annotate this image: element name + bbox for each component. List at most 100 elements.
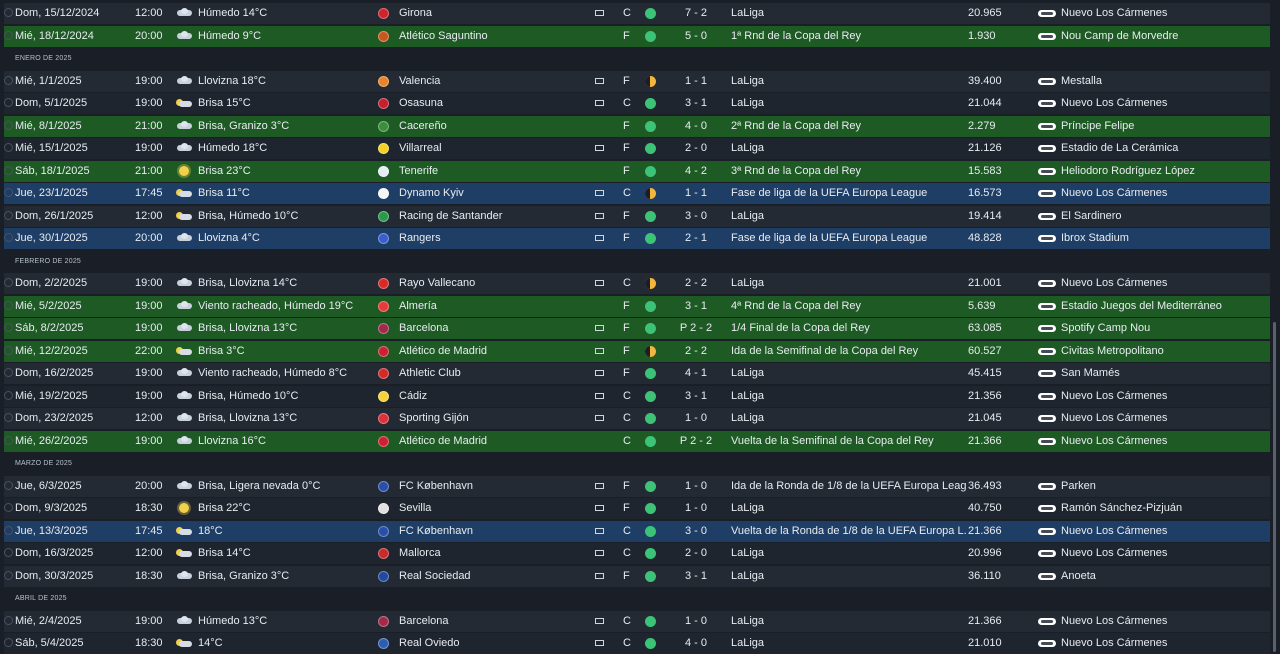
row-select-toggle[interactable] bbox=[4, 228, 18, 249]
opponent-name[interactable]: Mallorca bbox=[399, 547, 441, 559]
competition-name[interactable]: LaLiga bbox=[731, 637, 765, 649]
row-select-toggle[interactable] bbox=[4, 318, 18, 339]
opponent-name[interactable]: Atlético de Madrid bbox=[399, 344, 488, 357]
opponent-name[interactable]: Racing de Santander bbox=[399, 209, 503, 222]
row-select-toggle[interactable] bbox=[4, 363, 18, 384]
stadium-name[interactable]: Nuevo Los Cármenes bbox=[1061, 547, 1168, 559]
match-score[interactable]: 3 - 1 bbox=[684, 569, 707, 582]
match-score[interactable]: 3 - 1 bbox=[684, 299, 707, 312]
row-select-toggle[interactable] bbox=[4, 93, 18, 114]
stadium-name[interactable]: Estadio Juegos del Mediterráneo bbox=[1061, 299, 1222, 312]
competition-name[interactable]: LaLiga bbox=[731, 569, 765, 582]
row-select-toggle[interactable] bbox=[4, 183, 18, 204]
match-row[interactable]: Dom, 30/3/2025 18:30 Brisa, Granizo 3°C Rea… bbox=[4, 565, 1270, 587]
row-select-toggle[interactable] bbox=[4, 3, 18, 24]
match-score[interactable]: 4 - 1 bbox=[684, 367, 707, 379]
competition-name[interactable]: 3ª Rnd de la Copa del Rey bbox=[731, 164, 862, 177]
row-select-toggle[interactable] bbox=[4, 408, 18, 429]
stadium-name[interactable]: El Sardinero bbox=[1061, 209, 1122, 222]
match-row[interactable]: Mié, 5/2/2025 19:00 Viento racheado, Húmed… bbox=[4, 295, 1270, 317]
scrollbar-thumb[interactable] bbox=[1273, 322, 1276, 652]
match-row[interactable]: Mié, 26/2/2025 19:00 Llovizna 16°C Atlético… bbox=[4, 430, 1270, 452]
competition-name[interactable]: LaLiga bbox=[731, 389, 765, 402]
opponent-name[interactable]: Sporting Gijón bbox=[399, 412, 469, 424]
stadium-name[interactable]: Nuevo Los Cármenes bbox=[1061, 277, 1168, 289]
match-score[interactable]: 3 - 1 bbox=[684, 97, 707, 109]
competition-name[interactable]: Vuelta de la Semifinal de la Copa del Re… bbox=[731, 434, 934, 447]
competition-name[interactable]: LaLiga bbox=[731, 547, 765, 559]
match-score[interactable]: P 2 - 2 bbox=[679, 322, 713, 334]
competition-name[interactable]: 2ª Rnd de la Copa del Rey bbox=[731, 119, 862, 132]
stadium-name[interactable]: Príncipe Felipe bbox=[1061, 119, 1135, 132]
row-select-toggle[interactable] bbox=[4, 611, 18, 632]
match-row[interactable]: Jue, 23/1/2025 17:45 Brisa 11°C Dynamo Kyiv… bbox=[4, 183, 1270, 204]
match-score[interactable]: 2 - 0 bbox=[684, 142, 707, 154]
match-row[interactable]: Mié, 2/4/2025 19:00 Húmedo 13°C Barcelona C 1… bbox=[4, 610, 1270, 632]
match-score[interactable]: 3 - 0 bbox=[684, 524, 707, 537]
stadium-name[interactable]: Ibrox Stadium bbox=[1061, 232, 1129, 244]
match-row[interactable]: Dom, 26/1/2025 12:00 Brisa, Húmedo 10°C Rac… bbox=[4, 205, 1270, 227]
match-score[interactable]: 4 - 2 bbox=[684, 164, 707, 177]
match-score[interactable]: 1 - 0 bbox=[684, 412, 707, 424]
opponent-name[interactable]: Dynamo Kyiv bbox=[399, 187, 464, 199]
match-score[interactable]: 1 - 0 bbox=[684, 502, 707, 514]
stadium-name[interactable]: Nuevo Los Cármenes bbox=[1061, 524, 1168, 537]
match-score[interactable]: 3 - 0 bbox=[684, 209, 707, 222]
match-score[interactable]: 3 - 1 bbox=[684, 389, 707, 402]
opponent-name[interactable]: Valencia bbox=[399, 74, 441, 87]
row-select-toggle[interactable] bbox=[4, 116, 18, 137]
row-select-toggle[interactable] bbox=[4, 566, 18, 587]
opponent-name[interactable]: Athletic Club bbox=[399, 367, 461, 379]
match-row[interactable]: Mié, 8/1/2025 21:00 Brisa, Granizo 3°C Cace… bbox=[4, 115, 1270, 137]
match-score[interactable]: 7 - 2 bbox=[684, 7, 707, 19]
match-row[interactable]: Jue, 6/3/2025 20:00 Brisa, Ligera nevada 0… bbox=[4, 475, 1270, 497]
competition-name[interactable]: Fase de liga de la UEFA Europa League bbox=[731, 232, 928, 244]
row-select-toggle[interactable] bbox=[4, 206, 18, 227]
stadium-name[interactable]: Nou Camp de Morvedre bbox=[1061, 29, 1179, 42]
opponent-name[interactable]: Barcelona bbox=[399, 614, 449, 627]
competition-name[interactable]: LaLiga bbox=[731, 142, 765, 154]
match-row[interactable]: Mié, 1/1/2025 19:00 Llovizna 18°C Valencia F… bbox=[4, 70, 1270, 92]
stadium-name[interactable]: Nuevo Los Cármenes bbox=[1061, 389, 1168, 402]
match-row[interactable]: Jue, 13/3/2025 17:45 18°C FC København C 3 - … bbox=[4, 520, 1270, 542]
competition-name[interactable]: LaLiga bbox=[731, 614, 765, 627]
competition-name[interactable]: Vuelta de la Ronda de 1/8 de la UEFA Eur… bbox=[731, 524, 967, 537]
match-row[interactable]: Dom, 5/1/2025 19:00 Brisa 15°C Osasuna C 3 - … bbox=[4, 93, 1270, 114]
opponent-name[interactable]: Atlético de Madrid bbox=[399, 434, 488, 447]
match-score[interactable]: 1 - 0 bbox=[684, 479, 707, 492]
opponent-name[interactable]: Sevilla bbox=[399, 502, 432, 514]
competition-name[interactable]: LaLiga bbox=[731, 367, 765, 379]
match-score[interactable]: 5 - 0 bbox=[684, 29, 707, 42]
row-select-toggle[interactable] bbox=[4, 26, 18, 47]
match-row[interactable]: Dom, 16/2/2025 19:00 Viento racheado, Húme… bbox=[4, 363, 1270, 384]
match-row[interactable]: Dom, 9/3/2025 18:30 Brisa 22°C Sevilla F 1 - … bbox=[4, 498, 1270, 519]
stadium-name[interactable]: Nuevo Los Cármenes bbox=[1061, 614, 1168, 627]
row-select-toggle[interactable] bbox=[4, 386, 18, 407]
stadium-name[interactable]: Anoeta bbox=[1061, 569, 1096, 582]
match-score[interactable]: 4 - 0 bbox=[684, 637, 707, 649]
match-score[interactable]: P 2 - 2 bbox=[679, 434, 713, 447]
match-row[interactable]: Sáb, 5/4/2025 18:30 14°C Real Oviedo C 4 - 0 L… bbox=[4, 633, 1270, 654]
opponent-name[interactable]: Real Oviedo bbox=[399, 637, 460, 649]
opponent-name[interactable]: Rayo Vallecano bbox=[399, 277, 476, 289]
competition-name[interactable]: LaLiga bbox=[731, 7, 765, 19]
row-select-toggle[interactable] bbox=[4, 633, 18, 654]
match-score[interactable]: 2 - 2 bbox=[684, 344, 707, 357]
competition-name[interactable]: LaLiga bbox=[731, 209, 765, 222]
competition-name[interactable]: 1ª Rnd de la Copa del Rey bbox=[731, 29, 862, 42]
match-row[interactable]: Mié, 18/12/2024 20:00 Húmedo 9°C Atlético S… bbox=[4, 25, 1270, 47]
match-row[interactable]: Jue, 30/1/2025 20:00 Llovizna 4°C Rangers F 2… bbox=[4, 228, 1270, 249]
match-row[interactable]: Mié, 12/2/2025 22:00 Brisa 3°C Atlético de … bbox=[4, 340, 1270, 362]
match-score[interactable]: 4 - 0 bbox=[684, 119, 707, 132]
match-row[interactable]: Dom, 16/3/2025 12:00 Brisa 14°C Mallorca C 2 … bbox=[4, 543, 1270, 564]
opponent-name[interactable]: Almería bbox=[399, 299, 437, 312]
stadium-name[interactable]: Mestalla bbox=[1061, 74, 1102, 87]
row-select-toggle[interactable] bbox=[4, 71, 18, 92]
stadium-name[interactable]: Nuevo Los Cármenes bbox=[1061, 412, 1168, 424]
match-row[interactable]: Mié, 15/1/2025 19:00 Húmedo 18°C Villarreal… bbox=[4, 138, 1270, 159]
row-select-toggle[interactable] bbox=[4, 138, 18, 159]
opponent-name[interactable]: Real Sociedad bbox=[399, 569, 471, 582]
row-select-toggle[interactable] bbox=[4, 296, 18, 317]
competition-name[interactable]: 1/4 Final de la Copa del Rey bbox=[731, 322, 870, 334]
row-select-toggle[interactable] bbox=[4, 161, 18, 182]
